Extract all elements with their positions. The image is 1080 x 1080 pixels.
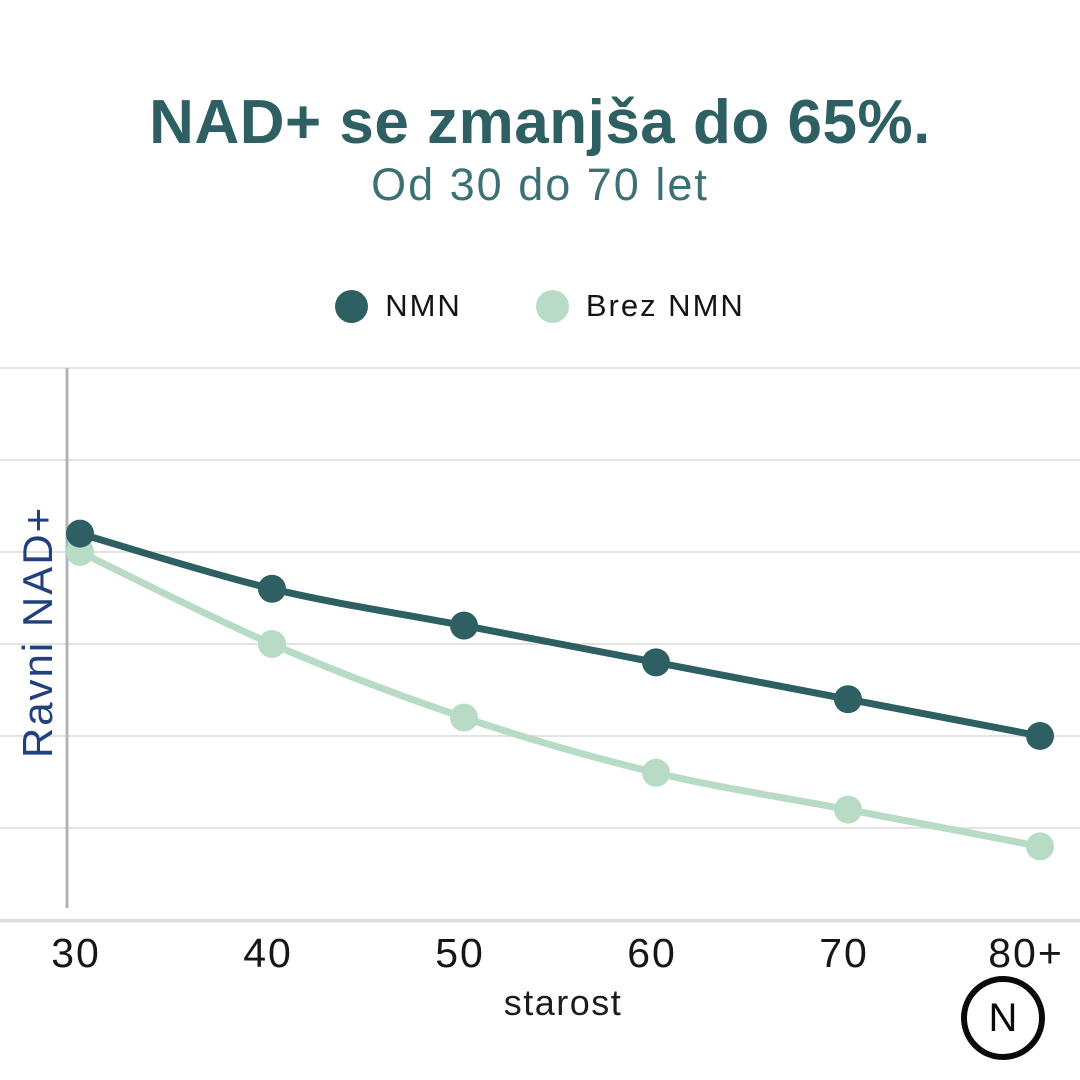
data-point-nmn xyxy=(258,574,286,603)
x-tick-label: 40 xyxy=(243,930,293,976)
y-axis-label: Ravni NAD+ xyxy=(14,505,61,759)
page-subtitle: Od 30 do 70 let xyxy=(371,159,709,210)
legend-label-brez-nmn: Brez NMN xyxy=(585,288,745,323)
data-point-nmn xyxy=(642,648,670,677)
legend-item-brez-nmn: Brez NMN xyxy=(535,288,745,324)
nmn-series-dot-icon xyxy=(335,289,369,323)
x-tick-label: 70 xyxy=(819,930,869,976)
brez-nmn-series-dot-icon xyxy=(535,289,569,323)
data-point-brez-nmn xyxy=(642,758,670,787)
data-point-nmn xyxy=(1026,722,1054,750)
x-axis-label: starost xyxy=(503,982,623,1023)
x-tick-label: 50 xyxy=(435,930,485,976)
series-line-brez-nmn xyxy=(76,548,1044,850)
page-title: NAD+ se zmanjša do 65%. xyxy=(149,88,931,157)
brand-logo-letter: N xyxy=(988,995,1018,1040)
legend-item-nmn: NMN xyxy=(335,288,462,324)
series-line-nmn xyxy=(76,530,1044,740)
x-axis-ticks: 30 40 50 60 70 80+ xyxy=(0,930,1080,976)
data-point-nmn xyxy=(834,685,862,714)
data-point-brez-nmn xyxy=(1026,832,1054,861)
brand-logo: N xyxy=(961,976,1045,1060)
data-point-nmn xyxy=(66,519,94,548)
x-tick-label: 30 xyxy=(51,930,101,976)
data-point-brez-nmn xyxy=(258,630,286,658)
chart-legend: NMN Brez NMN xyxy=(0,288,1080,324)
x-tick-label: 60 xyxy=(627,930,677,976)
data-point-brez-nmn xyxy=(834,795,862,824)
data-point-nmn xyxy=(450,611,478,640)
x-tick-label: 80+ xyxy=(988,930,1064,976)
legend-label-nmn: NMN xyxy=(385,288,462,323)
data-point-brez-nmn xyxy=(450,703,478,732)
